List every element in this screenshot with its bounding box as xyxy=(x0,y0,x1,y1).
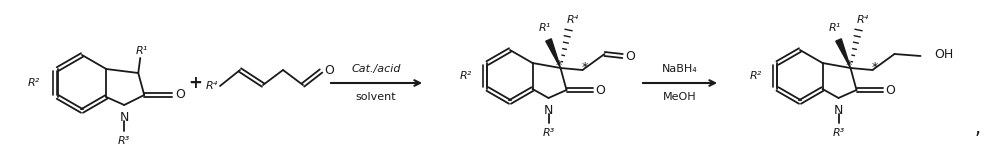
Polygon shape xyxy=(546,39,561,68)
Polygon shape xyxy=(836,39,851,68)
Text: *: * xyxy=(555,59,562,73)
Text: R⁴: R⁴ xyxy=(566,15,579,25)
Text: R¹: R¹ xyxy=(828,23,841,33)
Text: O: O xyxy=(886,83,895,96)
Text: R³: R³ xyxy=(832,128,845,138)
Text: R³: R³ xyxy=(542,128,555,138)
Text: *: * xyxy=(845,59,852,73)
Text: N: N xyxy=(544,103,553,117)
Text: R³: R³ xyxy=(118,136,130,146)
Text: R²: R² xyxy=(749,71,761,81)
Text: OH: OH xyxy=(935,47,954,60)
Text: Cat./acid: Cat./acid xyxy=(351,64,401,74)
Text: O: O xyxy=(596,83,605,96)
Text: NaBH₄: NaBH₄ xyxy=(662,64,698,74)
Text: R¹: R¹ xyxy=(136,46,148,56)
Text: R⁴: R⁴ xyxy=(206,81,218,91)
Text: +: + xyxy=(188,74,202,92)
Text: *: * xyxy=(871,61,878,75)
Text: solvent: solvent xyxy=(356,92,396,102)
Text: O: O xyxy=(324,65,334,78)
Text: R⁴: R⁴ xyxy=(856,15,869,25)
Text: R¹: R¹ xyxy=(538,23,551,33)
Text: ,: , xyxy=(975,119,981,137)
Text: MeOH: MeOH xyxy=(663,92,697,102)
Text: *: * xyxy=(581,61,588,75)
Text: O: O xyxy=(626,49,635,63)
Text: N: N xyxy=(834,103,843,117)
Text: N: N xyxy=(120,111,129,124)
Text: R²: R² xyxy=(28,78,40,88)
Text: R²: R² xyxy=(459,71,471,81)
Text: O: O xyxy=(175,88,185,101)
